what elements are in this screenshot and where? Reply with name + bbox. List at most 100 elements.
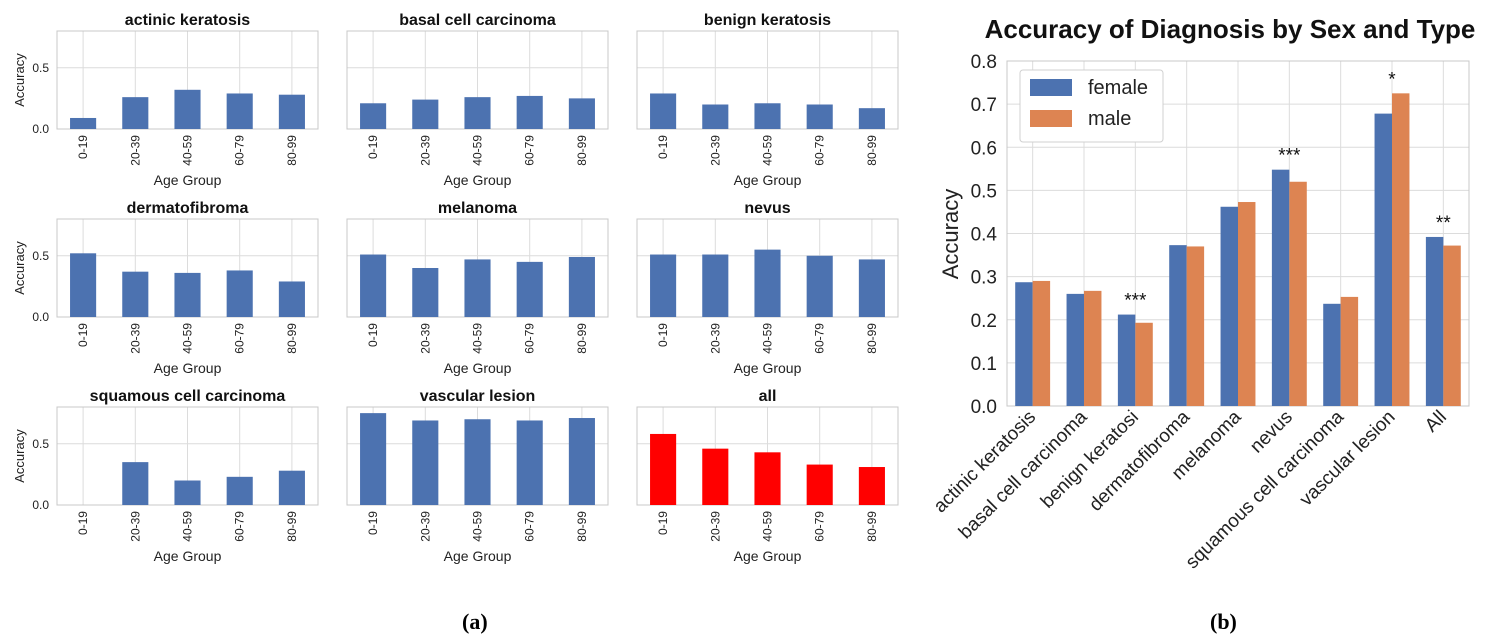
bar — [464, 97, 491, 129]
x-tick-label: 60-79 — [813, 323, 827, 354]
bar-female — [1425, 236, 1444, 406]
x-tick-label: 40-59 — [471, 323, 485, 354]
x-tick-label: 20-39 — [418, 323, 432, 354]
x-tick-label: 80-99 — [285, 323, 299, 354]
x-tick-label: 40-59 — [761, 511, 775, 542]
y-tick-label: 0.5 — [32, 437, 49, 451]
y-axis-label: Accuracy — [12, 429, 27, 483]
bar — [516, 420, 543, 505]
x-tick-label: 20-39 — [708, 135, 722, 166]
panel-caption-a: (a) — [462, 609, 488, 634]
bar-female — [1117, 314, 1136, 406]
x-tick-label: 40-59 — [761, 135, 775, 166]
subplot-3: benign keratosis 0-19 20-39 40-59 60-79 80-99… — [636, 12, 899, 188]
bar — [754, 249, 781, 317]
significance-marker: *** — [1124, 291, 1147, 312]
bar-male — [1032, 280, 1051, 406]
bar — [226, 476, 253, 505]
bar — [754, 452, 781, 505]
significance-marker: *** — [1278, 146, 1301, 167]
legend-label-female: female — [1088, 77, 1148, 99]
subplot-5: melanoma 0-19 20-39 40-59 60-79 80-99 Age Grou… — [346, 200, 609, 376]
x-tick-label: 80-99 — [575, 323, 589, 354]
x-tick-label: 80-99 — [865, 323, 879, 354]
y-tick-label: 0.2 — [971, 311, 997, 332]
bar — [754, 103, 781, 129]
bar — [464, 259, 491, 317]
x-tick-label: 20-39 — [128, 511, 142, 542]
x-tick-label: All — [1421, 407, 1451, 437]
x-tick-label: 0-19 — [76, 323, 90, 347]
x-tick-label: 20-39 — [418, 135, 432, 166]
x-tick-label: 20-39 — [708, 511, 722, 542]
bar-female — [1066, 293, 1084, 406]
subplot-8: vascular lesion 0-19 20-39 40-59 60-79 80-99 A… — [346, 388, 609, 564]
bar — [650, 93, 677, 129]
bar-male — [1238, 202, 1256, 406]
x-tick-label: 0-19 — [656, 135, 670, 159]
bar-male — [1392, 93, 1410, 406]
y-tick-label: 0.7 — [971, 95, 997, 116]
x-tick-label: 40-59 — [471, 511, 485, 542]
bar — [122, 97, 149, 129]
bar — [568, 256, 595, 317]
bar-male — [1084, 290, 1102, 406]
legend: female male — [1019, 69, 1164, 143]
x-tick-label: 80-99 — [865, 511, 879, 542]
bar — [70, 253, 97, 317]
y-tick-label: 0.0 — [971, 397, 997, 418]
bar — [226, 93, 253, 129]
y-tick-label: 0.0 — [32, 498, 49, 512]
x-tick-label: 20-39 — [708, 323, 722, 354]
bar — [568, 98, 595, 129]
bar — [70, 117, 97, 129]
bar — [858, 467, 885, 505]
bar — [412, 268, 439, 317]
y-tick-label: 0.5 — [971, 181, 997, 202]
bar — [650, 433, 677, 505]
bar — [278, 470, 305, 505]
bar-female — [1169, 245, 1187, 406]
y-axis-label: Accuracy — [938, 189, 963, 279]
y-tick-label: 0.0 — [32, 310, 49, 324]
x-tick-label: 40-59 — [181, 323, 195, 354]
bar-female — [1323, 303, 1341, 406]
chart-b: 0.00.10.20.30.40.50.60.70.8*********acti… — [930, 14, 1476, 573]
bar — [702, 104, 729, 129]
bar — [412, 420, 439, 505]
x-tick-label: 0-19 — [366, 511, 380, 535]
bar — [806, 104, 833, 129]
y-tick-label: 0.6 — [971, 138, 997, 159]
y-tick-label: 0.8 — [971, 52, 997, 73]
x-axis-label: Age Group — [154, 360, 222, 376]
x-axis-label: Age Group — [734, 548, 802, 564]
bar-female — [1374, 113, 1392, 407]
x-tick-label: 40-59 — [181, 511, 195, 542]
x-axis-label: Age Group — [444, 172, 512, 188]
x-tick-label: 80-99 — [575, 511, 589, 542]
x-tick-label: 60-79 — [523, 323, 537, 354]
x-tick-label: 20-39 — [418, 511, 432, 542]
bar — [278, 94, 305, 129]
x-tick-label: 0-19 — [366, 323, 380, 347]
x-tick-label: 60-79 — [813, 135, 827, 166]
x-tick-label: 60-79 — [813, 511, 827, 542]
bar-male — [1340, 296, 1359, 406]
x-tick-label: 0-19 — [656, 323, 670, 347]
x-tick-label: 20-39 — [128, 135, 142, 166]
x-tick-label: 0-19 — [76, 511, 90, 535]
bar — [226, 270, 253, 317]
y-axis-label: Accuracy — [12, 241, 27, 295]
bar — [360, 103, 387, 129]
panel-caption-b: (b) — [1210, 609, 1237, 634]
y-tick-label: 0.0 — [32, 122, 49, 136]
bar — [702, 448, 729, 505]
chart-title: Accuracy of Diagnosis by Sex and Type — [985, 14, 1476, 44]
x-tick-label: 80-99 — [285, 135, 299, 166]
x-tick-label: 60-79 — [523, 511, 537, 542]
bar-female — [1271, 169, 1290, 406]
bar — [174, 272, 201, 317]
y-tick-label: 0.1 — [971, 354, 997, 375]
subplot-4: dermatofibroma 0-19 20-39 40-59 60-79 80-99 Ag… — [12, 200, 319, 376]
